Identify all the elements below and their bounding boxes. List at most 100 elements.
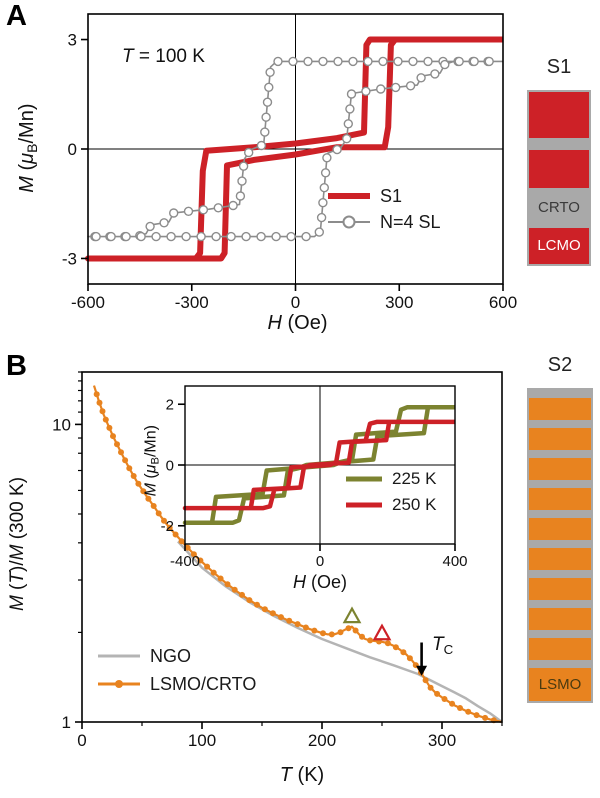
data-marker-open-circle bbox=[469, 56, 479, 67]
data-marker-open-circle bbox=[303, 56, 313, 67]
data-marker-dot bbox=[145, 495, 152, 502]
y-axis-text-2: /Mn) bbox=[15, 103, 38, 144]
stack-s1: CRTO LCMO bbox=[527, 90, 591, 266]
y-tick-label: 0 bbox=[68, 140, 77, 159]
data-marker-dot bbox=[140, 488, 147, 495]
data-marker-open-circle bbox=[416, 73, 426, 83]
lsmocrto-line-swatch bbox=[98, 677, 140, 691]
y-axis-var: M bbox=[142, 483, 160, 497]
data-marker-open-circle bbox=[237, 176, 247, 186]
data-marker-open-circle bbox=[440, 59, 450, 70]
x-axis-var: H bbox=[292, 572, 306, 592]
legend-label-lsmocrto: LSMO/CRTO bbox=[150, 673, 257, 694]
x-tick-label: 100 bbox=[188, 731, 216, 750]
data-marker-open-circle bbox=[333, 56, 343, 67]
data-marker-open-circle bbox=[166, 231, 176, 242]
x-axis-var: H bbox=[267, 312, 282, 334]
stack-layer bbox=[529, 138, 589, 150]
legend-label-250k: 250 K bbox=[392, 495, 437, 514]
data-marker-dot bbox=[278, 614, 284, 621]
data-marker-dot bbox=[96, 399, 103, 406]
x-tick-label: 400 bbox=[442, 553, 467, 570]
stack-layer-film bbox=[529, 428, 591, 450]
mu-symbol: μ bbox=[142, 464, 160, 474]
stack-spacer bbox=[529, 510, 591, 518]
legend-label-s1: S1 bbox=[380, 185, 403, 206]
x-tick-label: 0 bbox=[316, 553, 324, 570]
data-marker-open-circle bbox=[265, 67, 275, 78]
data-marker-open-circle bbox=[322, 153, 332, 163]
y-tick-label: 0 bbox=[166, 457, 174, 474]
stack-layer bbox=[529, 150, 589, 188]
data-marker-open-circle bbox=[376, 84, 386, 94]
y-axis-var: M bbox=[15, 176, 38, 193]
data-marker-dot bbox=[239, 591, 245, 598]
data-marker-open-circle bbox=[423, 56, 433, 67]
inset-x-axis-title: H (Oe) bbox=[250, 572, 390, 593]
x-tick-label: 0 bbox=[77, 731, 86, 750]
data-marker-open-circle bbox=[318, 56, 328, 67]
data-marker-dot bbox=[422, 677, 429, 684]
stack-spacer bbox=[529, 480, 591, 488]
panel-a-letter: A bbox=[6, 0, 27, 32]
data-marker-dot bbox=[261, 606, 268, 613]
data-marker-dot bbox=[106, 424, 113, 431]
data-marker-open-circle bbox=[301, 231, 311, 242]
stack-layer-crto: CRTO bbox=[529, 188, 589, 228]
data-marker-dot bbox=[294, 621, 301, 628]
y-axis-text-2: )/ bbox=[7, 560, 28, 572]
stack-spacer bbox=[529, 390, 591, 398]
data-marker-open-circle bbox=[226, 231, 236, 242]
data-marker-open-circle bbox=[145, 221, 155, 232]
data-marker-dot bbox=[197, 557, 204, 564]
data-marker-dot bbox=[441, 696, 448, 702]
data-marker-open-circle bbox=[183, 206, 194, 217]
data-marker-open-circle bbox=[316, 212, 327, 223]
mu-symbol: μ bbox=[15, 152, 38, 164]
data-marker-dot bbox=[102, 416, 109, 423]
temperature-annotation-var: T bbox=[122, 46, 134, 67]
data-marker-open-circle bbox=[181, 231, 191, 242]
data-marker-open-circle bbox=[484, 56, 494, 67]
data-marker-open-circle bbox=[151, 231, 161, 242]
data-marker-open-circle bbox=[136, 231, 146, 242]
panel-b-letter: B bbox=[6, 350, 27, 382]
data-marker-open-circle bbox=[260, 127, 270, 137]
data-marker-dot bbox=[392, 644, 399, 651]
data-marker-dot bbox=[406, 655, 413, 662]
data-marker-open-circle bbox=[228, 200, 238, 211]
data-marker-open-circle bbox=[241, 231, 251, 242]
legend-row-n4sl: N=4 SL bbox=[328, 209, 441, 235]
legend-label-ngo: NGO bbox=[150, 645, 192, 666]
stack-layer-lcmo: LCMO bbox=[529, 228, 589, 264]
stack-spacer bbox=[529, 600, 591, 608]
data-marker-dot bbox=[126, 465, 133, 472]
stack-spacer bbox=[529, 450, 591, 458]
stack-layer-film bbox=[529, 548, 591, 570]
data-marker-dot bbox=[254, 601, 260, 608]
y-axis-text: ( bbox=[15, 163, 38, 177]
legend-label-n4sl: N=4 SL bbox=[380, 211, 441, 232]
250k-line-swatch bbox=[346, 498, 382, 512]
data-marker-dot bbox=[210, 569, 217, 576]
data-marker-dot bbox=[400, 649, 407, 656]
x-axis-text: (K) bbox=[292, 764, 325, 786]
data-marker-dot bbox=[114, 441, 120, 448]
data-marker-dot bbox=[110, 433, 116, 440]
data-marker-dot bbox=[135, 480, 142, 487]
data-marker-open-circle bbox=[345, 104, 355, 114]
data-marker-dot bbox=[204, 563, 211, 570]
stack-spacer bbox=[529, 630, 591, 638]
data-marker-open-circle bbox=[238, 161, 249, 171]
y-tick-label: 2 bbox=[166, 397, 174, 414]
panel-b-y-axis-title: M (T)/M (300 K) bbox=[7, 429, 29, 659]
y-tick-label: 3 bbox=[68, 31, 77, 50]
data-marker-open-circle bbox=[342, 133, 352, 144]
data-marker-open-circle bbox=[343, 119, 353, 129]
data-marker-open-circle bbox=[405, 81, 416, 91]
data-marker-open-circle bbox=[121, 231, 131, 242]
data-marker-open-circle bbox=[106, 231, 116, 242]
y-tick-label: -3 bbox=[62, 250, 77, 269]
panel-b-legend: NGO LSMO/CRTO bbox=[98, 642, 256, 698]
plot-frame bbox=[81, 371, 503, 723]
